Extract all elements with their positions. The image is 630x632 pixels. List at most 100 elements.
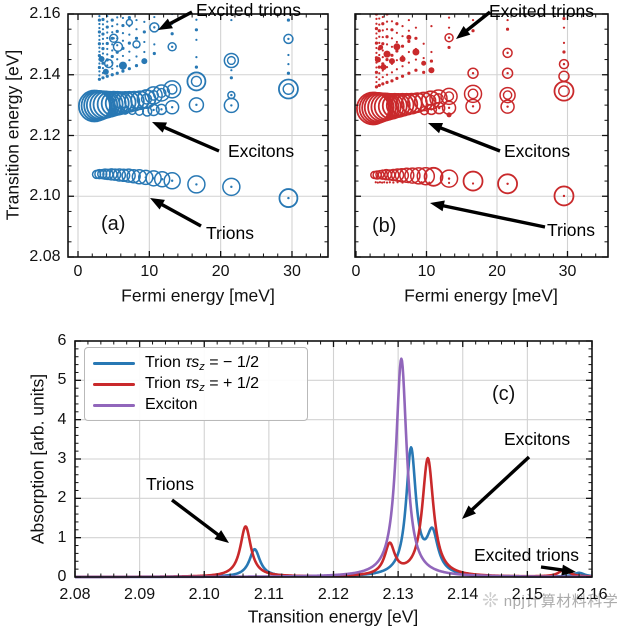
x-tick-label: 10 xyxy=(417,263,436,280)
excited-trion-dot xyxy=(230,69,233,72)
bubbles-a xyxy=(78,14,299,208)
excited-trion-dot xyxy=(390,79,394,83)
bubble xyxy=(413,91,434,112)
excited-trion-dot xyxy=(385,66,389,69)
watermark-flower-logo-icon: ❊ xyxy=(482,589,499,612)
bubble xyxy=(432,101,446,115)
excited-trion-dot xyxy=(101,57,105,60)
excited-trion-dot xyxy=(430,25,433,28)
excited-trion-dot xyxy=(98,62,101,65)
excited-trion-dot xyxy=(407,71,411,75)
annotation-excited-trions-b: Excited trions xyxy=(489,1,595,21)
arrow-shaft xyxy=(437,202,546,229)
excited-trion-dot xyxy=(134,36,139,40)
excited-trion-dot xyxy=(381,69,384,72)
y-tick-label: 1 xyxy=(57,528,67,546)
bubble xyxy=(126,168,141,184)
trion-dot xyxy=(407,181,410,184)
bubble-inner-ring xyxy=(467,88,479,100)
annotation-arrow-b-1 xyxy=(428,122,501,153)
excited-trion-dot xyxy=(375,46,378,50)
excited-trion-dot xyxy=(101,17,105,22)
legend-item-trion-plus: Trion τsz = + 1/2 xyxy=(93,374,299,395)
bubble xyxy=(419,105,430,116)
annotation-trions-c: Trions xyxy=(146,474,194,494)
bubble-center-dot xyxy=(447,106,451,110)
excited-trion-dot xyxy=(395,22,399,26)
excited-trion-dot xyxy=(101,37,105,41)
x-tick-label: 2.13 xyxy=(382,586,414,603)
trion-dot xyxy=(385,181,389,184)
excited-trion-dot xyxy=(106,69,109,72)
bubble xyxy=(102,168,114,181)
bubble xyxy=(112,41,124,53)
excited-trion-dot xyxy=(395,68,398,71)
trion-dot xyxy=(392,181,395,184)
arrow-head xyxy=(428,122,444,134)
excited-trion-dot xyxy=(374,41,379,45)
bubble-center-dot xyxy=(230,93,233,97)
bubble xyxy=(283,33,294,45)
excited-trion-dot xyxy=(381,29,384,32)
excited-trion-dot xyxy=(229,76,233,80)
excited-trion-dot xyxy=(407,39,411,43)
excited-trion-dot xyxy=(374,85,379,89)
arrow-head xyxy=(152,122,168,133)
bubble xyxy=(467,67,479,79)
excited-trion-dot xyxy=(101,23,105,26)
excited-trion-dot xyxy=(115,71,119,75)
excited-trion-dot xyxy=(375,80,378,84)
excited-trion-dot xyxy=(422,56,425,60)
excited-trion-dot xyxy=(407,61,410,64)
excited-trion-dot xyxy=(127,41,131,45)
bubble-center-dot xyxy=(506,182,509,185)
exciton-line-swatch xyxy=(93,403,135,408)
legend-item-trion-minus: Trion τsz = − 1/2 xyxy=(93,353,299,374)
excited-trion-dot xyxy=(135,55,138,58)
excited-trion-dot xyxy=(101,71,105,75)
bubble xyxy=(152,84,171,102)
excited-trion-dot xyxy=(505,27,510,31)
bubble xyxy=(155,103,168,116)
bubble-center-dot xyxy=(195,103,198,107)
excited-trion-dot xyxy=(230,18,233,22)
excited-trion-dot xyxy=(111,43,114,46)
bubble xyxy=(444,32,454,43)
excited-trion-dot xyxy=(101,32,105,36)
excited-trion-dot xyxy=(142,30,146,34)
excited-trion-dot xyxy=(106,20,109,23)
excited-trion-dot xyxy=(385,57,389,62)
excited-trion-dot xyxy=(400,74,405,78)
annotation-arrow-a-2 xyxy=(150,198,202,228)
bubble-center-dot xyxy=(506,72,509,75)
bubble-inner-ring xyxy=(226,55,236,66)
excited-trion-dot xyxy=(115,50,119,54)
bubble xyxy=(138,169,154,186)
panel-b-x-axis-label: Fermi energy [meV] xyxy=(404,285,558,306)
bubble xyxy=(121,168,136,183)
x-tick-label: 2.08 xyxy=(59,586,91,603)
excited-trion-dot xyxy=(401,65,404,68)
excited-trion-dot xyxy=(195,38,198,41)
x-tick-label: 2.14 xyxy=(447,586,479,603)
excited-trion-dot xyxy=(121,32,125,35)
bubble xyxy=(227,90,236,100)
excited-trion-dot xyxy=(378,17,381,20)
trion-dot xyxy=(378,181,382,184)
excited-trion-dot xyxy=(414,26,418,29)
excited-trion-dot xyxy=(414,68,418,72)
bubble xyxy=(416,166,436,186)
bubble xyxy=(94,168,105,180)
x-tick-label: 2.12 xyxy=(317,586,350,603)
bubble-inner-ring xyxy=(190,75,203,88)
panel-c-letter: (c) xyxy=(492,383,516,405)
bubble xyxy=(147,103,160,117)
bubble-center-dot xyxy=(447,36,451,39)
excited-trion-dot xyxy=(121,46,125,50)
excited-trion-dot xyxy=(121,54,125,58)
excited-trion-dot xyxy=(98,22,101,26)
excited-trion-dot xyxy=(381,15,384,19)
excited-trion-dot xyxy=(381,76,384,79)
